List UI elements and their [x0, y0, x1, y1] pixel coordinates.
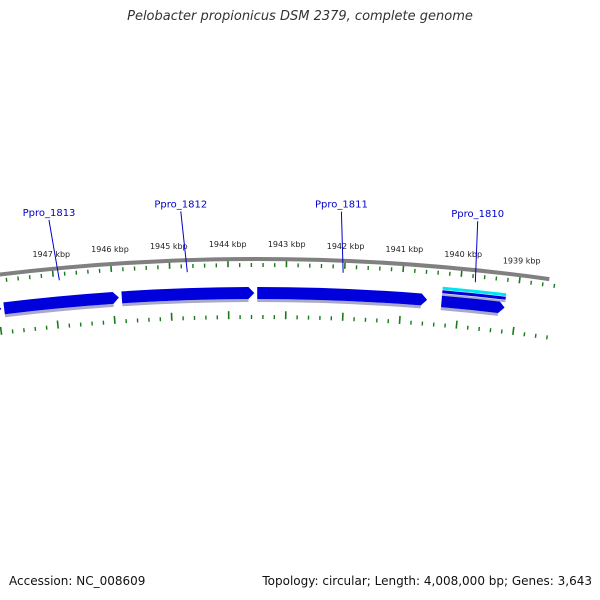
kbp-label: 1946 kbp: [91, 245, 129, 254]
gene-label-leader: [340, 211, 344, 273]
minor-tick: [523, 332, 526, 337]
gene-arrow[interactable]: [3, 291, 119, 315]
gene-label-leader: [48, 219, 60, 281]
major-tick: [0, 326, 3, 335]
inner-tick-track: [0, 311, 548, 340]
gene-arrow[interactable]: [257, 287, 428, 306]
gene-highlight: [442, 290, 506, 300]
gene-arrow[interactable]: [440, 295, 505, 313]
gene-arrow[interactable]: [0, 303, 2, 316]
minor-tick: [534, 333, 537, 338]
map-title: Pelobacter propionicus DSM 2379, complet…: [127, 9, 473, 24]
major-tick: [56, 320, 59, 329]
kbp-label-track: 1947 kbp 1946 kbp 1945 kbp 1944 kbp 1943 kbp…: [32, 240, 540, 265]
accession-text: Accession: NC_008609: [9, 574, 146, 588]
gene-shadow: [4, 303, 114, 318]
gene-track: [0, 286, 507, 318]
gene-shadow: [122, 299, 249, 307]
gene-label-leader: [474, 221, 479, 283]
kbp-label: 1939 kbp: [503, 256, 541, 265]
gene-label[interactable]: Ppro_1810: [451, 209, 504, 220]
gene-label-track: Ppro_1813 Ppro_1812 Ppro_1811 Ppro_1810: [23, 199, 504, 283]
major-tick: [398, 315, 401, 324]
kbp-label: 1944 kbp: [209, 240, 247, 249]
kbp-label: 1940 kbp: [444, 250, 482, 259]
outer-tick-track: [5, 259, 556, 288]
kbp-label: 1943 kbp: [268, 240, 306, 249]
minor-tick: [553, 283, 556, 288]
major-tick: [512, 326, 515, 335]
gene-shadow: [257, 298, 421, 309]
kbp-label: 1941 kbp: [386, 245, 424, 254]
major-tick: [113, 315, 116, 324]
minor-tick: [530, 280, 533, 285]
gene-label[interactable]: Ppro_1811: [315, 200, 368, 211]
gene-label[interactable]: Ppro_1812: [154, 199, 207, 210]
genome-backbone: [0, 256, 550, 282]
major-tick: [455, 320, 458, 329]
minor-tick: [546, 335, 548, 340]
gene-highlight: [442, 286, 507, 297]
genome-summary-text: Topology: circular; Length: 4,008,000 bp…: [262, 574, 592, 588]
gene-label-leader: [180, 211, 188, 273]
kbp-label: 1945 kbp: [150, 242, 188, 251]
gene-shadow: [440, 307, 499, 316]
gene-highlight: [442, 293, 506, 303]
gene-arrow[interactable]: [121, 287, 255, 304]
kbp-label: 1947 kbp: [32, 250, 70, 259]
gene-label[interactable]: Ppro_1813: [23, 208, 76, 219]
kbp-label: 1942 kbp: [327, 242, 365, 251]
minor-tick: [541, 282, 544, 287]
